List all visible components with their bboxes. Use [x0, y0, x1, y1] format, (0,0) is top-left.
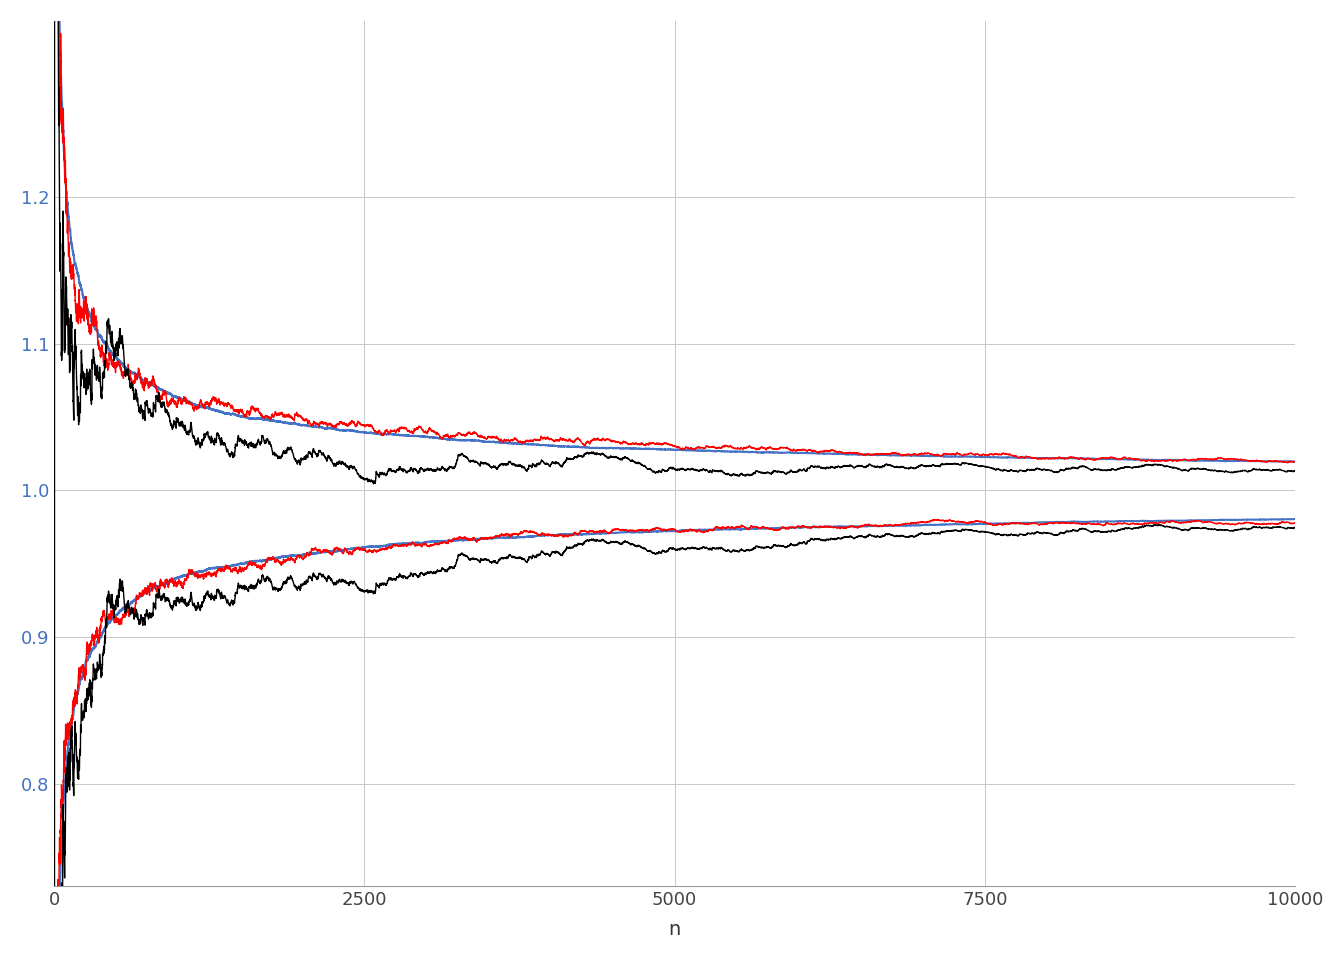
X-axis label: n: n: [668, 921, 681, 939]
